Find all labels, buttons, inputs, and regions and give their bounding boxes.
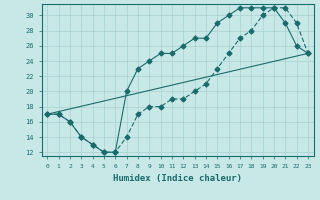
X-axis label: Humidex (Indice chaleur): Humidex (Indice chaleur) — [113, 174, 242, 183]
